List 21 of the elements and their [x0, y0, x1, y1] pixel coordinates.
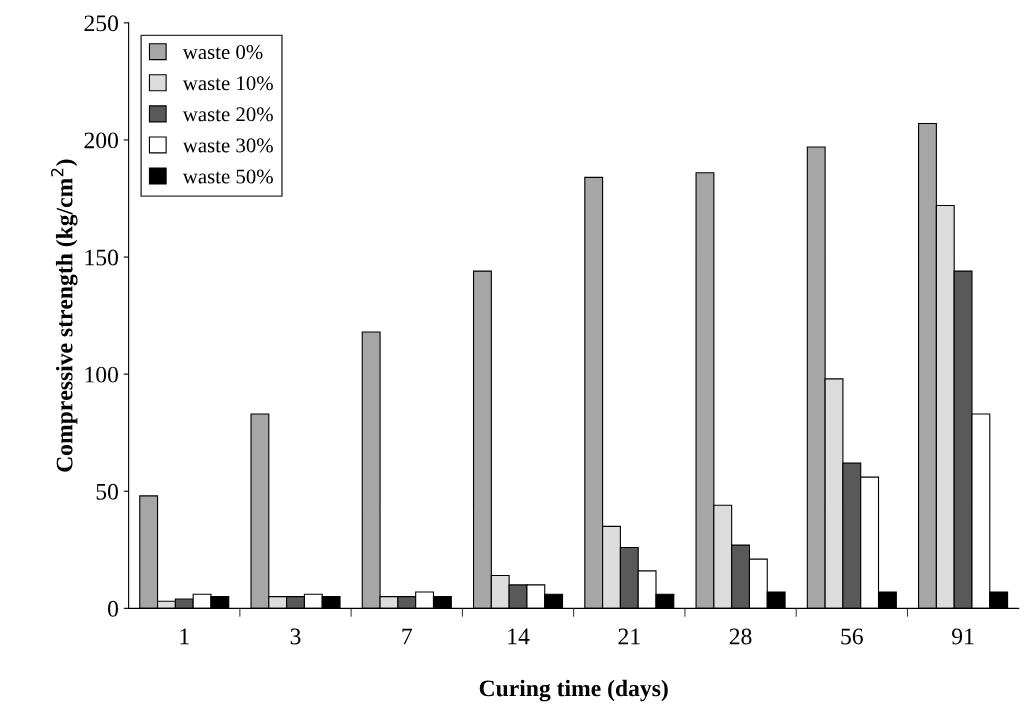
legend-label: waste 20% — [182, 107, 273, 122]
x-tick-label: 28 — [729, 628, 752, 645]
x-tick-label: 91 — [952, 628, 974, 645]
x-tick-label: 14 — [508, 628, 530, 645]
legend-label: waste 10% — [182, 76, 273, 91]
y-axis-title: Compressive strength (kg/cm$^{2}$) — [51, 159, 78, 472]
legend-label: waste 30% — [182, 138, 273, 153]
y-tick-label: 150 — [85, 249, 118, 266]
x-tick-label: 1 — [180, 628, 189, 645]
y-tick-label: 250 — [84, 15, 118, 32]
x-tick-label: 21 — [618, 628, 640, 645]
legend-label: waste 0% — [182, 45, 263, 60]
x-tick-label: 56 — [841, 628, 863, 645]
x-axis-title: Curing time (days) — [479, 679, 668, 702]
y-tick-label: 100 — [85, 366, 118, 383]
y-tick-label: 50 — [96, 483, 118, 500]
legend-label: waste 50% — [182, 169, 273, 184]
y-tick-label: 0 — [108, 600, 118, 617]
y-tick-label: 200 — [84, 132, 118, 149]
x-tick-label: 7 — [402, 628, 412, 645]
x-tick-label: 3 — [290, 628, 301, 645]
